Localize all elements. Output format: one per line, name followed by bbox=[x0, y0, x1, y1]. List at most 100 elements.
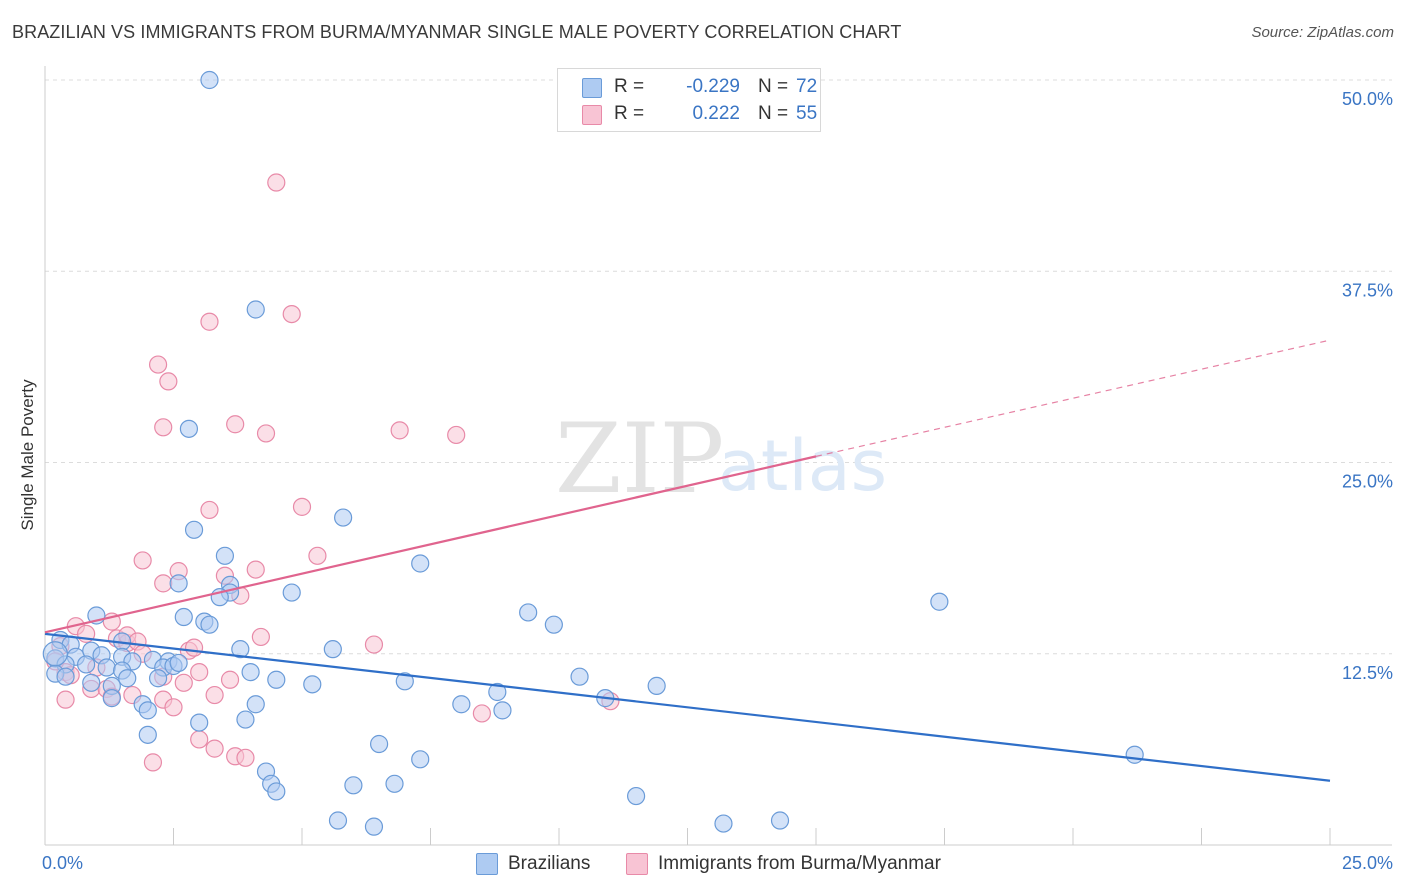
tick-labels: 12.5% 25.0% 37.5% 50.0% 0.0% 25.0% bbox=[42, 89, 1393, 873]
brazilian-point bbox=[102, 689, 121, 708]
brazilian-point bbox=[770, 811, 790, 830]
brazilian-point bbox=[323, 640, 342, 659]
burma-point bbox=[143, 753, 163, 772]
brazilian-point bbox=[169, 653, 188, 673]
pink-swatch bbox=[582, 105, 602, 125]
brazilian-point bbox=[328, 811, 348, 830]
burma-point bbox=[184, 638, 204, 657]
axes bbox=[44, 66, 1392, 846]
brazilian-point bbox=[148, 669, 168, 688]
brazilian-point bbox=[246, 695, 265, 714]
burma-point bbox=[190, 730, 209, 749]
brazilian-point bbox=[626, 786, 646, 806]
chart-source: Source: ZipAtlas.com bbox=[1251, 24, 1394, 41]
brazilian-point bbox=[1125, 745, 1144, 764]
brazilian-point bbox=[267, 670, 286, 689]
blue-swatch bbox=[476, 853, 498, 875]
legend-label: Immigrants from Burma/Myanmar bbox=[658, 853, 941, 874]
burma-point bbox=[256, 424, 276, 443]
brazilian-point bbox=[174, 607, 193, 627]
legend-label: Brazilians bbox=[508, 853, 591, 874]
brazilian-point bbox=[190, 713, 209, 732]
brazilian-point bbox=[97, 658, 116, 677]
brazilian-point bbox=[930, 592, 949, 611]
y-tick-label: 12.5% bbox=[1342, 663, 1393, 683]
brazilian-point bbox=[282, 583, 301, 602]
burma-point bbox=[205, 685, 224, 705]
burma-point bbox=[251, 627, 270, 647]
brazilian-point bbox=[267, 782, 286, 801]
brazilian-point bbox=[395, 672, 414, 691]
x-tick-label: 25.0% bbox=[1342, 853, 1393, 873]
n-value: 55 bbox=[796, 103, 818, 124]
brazilian-point bbox=[77, 655, 96, 674]
brazilian-point bbox=[334, 508, 353, 527]
n-label: N = bbox=[758, 76, 789, 97]
brazilian-point bbox=[118, 669, 137, 688]
r-value: 0.222 bbox=[692, 103, 740, 124]
trend-line-burma bbox=[44, 455, 817, 634]
burma-point bbox=[133, 551, 152, 570]
brazilian-point bbox=[169, 574, 188, 593]
brazilian-point bbox=[544, 615, 563, 634]
brazilian-point bbox=[411, 750, 430, 769]
burma-point bbox=[154, 418, 173, 437]
y-axis-label: Single Male Poverty bbox=[18, 379, 37, 531]
brazilian-point bbox=[200, 70, 219, 90]
trend-lines bbox=[44, 339, 1331, 782]
brazilian-point bbox=[184, 520, 204, 539]
brazilian-point bbox=[179, 419, 199, 438]
brazilian-point bbox=[138, 701, 157, 720]
burma-point bbox=[390, 421, 409, 440]
y-tick-label: 25.0% bbox=[1342, 472, 1393, 492]
brazilian-point bbox=[714, 814, 733, 833]
brazilian-point bbox=[246, 300, 265, 319]
burma-point bbox=[148, 355, 168, 374]
brazilian-point bbox=[231, 640, 250, 659]
brazilian-point bbox=[385, 774, 404, 793]
burma-point bbox=[190, 663, 209, 682]
watermark-zip: ZIP bbox=[555, 403, 724, 515]
burma-point bbox=[364, 635, 384, 654]
burma-point bbox=[472, 704, 491, 723]
burma-point bbox=[226, 415, 245, 434]
brazilian-point bbox=[82, 673, 101, 692]
burma-point bbox=[292, 497, 312, 516]
watermark-atlas: atlas bbox=[718, 425, 887, 507]
burma-point bbox=[205, 739, 224, 758]
x-tick-label: 0.0% bbox=[42, 853, 83, 873]
brazilian-point bbox=[56, 667, 75, 686]
brazilian-point bbox=[411, 554, 430, 573]
brazilian-point bbox=[42, 641, 68, 667]
burma-point bbox=[308, 546, 327, 565]
burma-point bbox=[164, 698, 183, 717]
brazilian-point bbox=[647, 676, 666, 695]
chart-title: BRAZILIAN VS IMMIGRANTS FROM BURMA/MYANM… bbox=[12, 22, 902, 42]
blue-swatch bbox=[582, 78, 602, 98]
brazilian-point bbox=[519, 603, 538, 622]
burma-point bbox=[246, 560, 265, 579]
pink-swatch bbox=[626, 853, 648, 875]
burma-point bbox=[282, 304, 301, 324]
trend-line-burma-extension bbox=[815, 339, 1331, 457]
y-tick-label: 37.5% bbox=[1342, 280, 1393, 300]
burma-point bbox=[236, 748, 255, 767]
brazilian-point bbox=[138, 725, 157, 744]
correlation-legend: R = -0.229 N = 72 R = 0.222 N = 55 bbox=[557, 68, 821, 132]
r-label: R = bbox=[614, 103, 645, 124]
burma-point bbox=[200, 312, 219, 331]
n-label: N = bbox=[758, 103, 789, 124]
brazilian-point bbox=[215, 546, 234, 565]
brazilian-point bbox=[236, 710, 255, 729]
brazilian-point bbox=[370, 734, 389, 754]
series-brazilians-points bbox=[42, 70, 1144, 836]
brazilian-point bbox=[493, 701, 512, 720]
burma-point bbox=[159, 372, 178, 391]
trend-line-brazilians bbox=[44, 632, 1331, 782]
burma-point bbox=[200, 500, 219, 520]
burma-point bbox=[220, 670, 240, 689]
brazilian-point bbox=[570, 667, 589, 686]
brazilian-point bbox=[200, 615, 219, 634]
n-value: 72 bbox=[796, 76, 818, 97]
